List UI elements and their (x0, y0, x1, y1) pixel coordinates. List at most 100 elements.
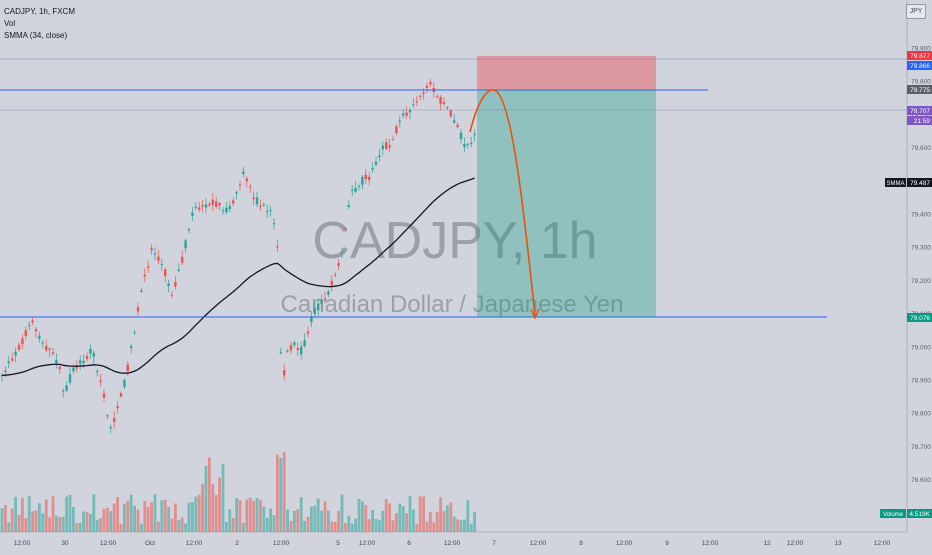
candle-body (136, 307, 140, 312)
projection-arrow[interactable] (469, 89, 536, 317)
price-tick: 79.900 (911, 46, 931, 53)
candle-body (296, 347, 299, 351)
svg-text:79.487: 79.487 (910, 180, 930, 187)
price-tick: 79.800 (911, 79, 931, 86)
candle-body (143, 274, 146, 277)
price-label-last: 79.707 (907, 106, 932, 115)
candle-body (334, 274, 337, 276)
candle-body (0, 375, 4, 377)
chart-legend: CADJPY, 1h, FXCM Vol SMMA (34, close) (4, 6, 75, 42)
smma-line[interactable] (1, 177, 475, 376)
volume-bar (333, 521, 337, 532)
volume-bar (422, 496, 425, 532)
volume-bar (323, 501, 327, 532)
candle-body (45, 345, 48, 351)
candle-body (150, 248, 153, 251)
candle-body (201, 205, 204, 207)
volume-bar (143, 501, 147, 532)
volume-bar (313, 505, 317, 532)
price-tick: 79.200 (911, 278, 931, 285)
volume-bar (327, 510, 330, 532)
volume-bar (0, 508, 4, 532)
volume-bar (405, 513, 408, 532)
candle-body (255, 197, 259, 205)
volume-bar (418, 496, 422, 532)
smma-indicator-label[interactable]: SMMA (34, close) (4, 31, 68, 40)
volume-bar (425, 521, 429, 532)
time-tick: 5 (336, 540, 340, 547)
price-tick: 78.900 (911, 378, 931, 385)
candle-body (225, 207, 228, 213)
candle-body (228, 205, 231, 210)
candle-body (130, 345, 133, 348)
svg-text:79.707: 79.707 (910, 108, 930, 115)
candle-body (116, 405, 119, 409)
volume-bar (99, 518, 102, 532)
candle-body (368, 176, 371, 181)
candle-body (38, 335, 41, 339)
volume-bar (119, 523, 123, 532)
volume-bar (446, 505, 449, 532)
candle-body (194, 206, 197, 208)
candle-body (242, 171, 245, 175)
volume-bar (65, 496, 68, 532)
volume-bar (248, 497, 252, 532)
candle-body (446, 107, 449, 109)
time-tick: 30 (61, 540, 69, 547)
candle-body (354, 187, 357, 192)
volume-bar (44, 499, 48, 532)
candle-body (425, 85, 429, 88)
candle-body (453, 120, 456, 123)
volume-bar (126, 500, 130, 532)
candle-body (405, 112, 408, 116)
volume-bar (68, 494, 72, 532)
volume-bar (7, 522, 11, 532)
candlestick-series[interactable] (0, 78, 476, 434)
candle-body (181, 256, 184, 263)
candle-body (279, 352, 282, 354)
volume-bar (255, 498, 259, 532)
volume-bar (34, 510, 38, 532)
candle-body (102, 393, 106, 398)
candle-body (160, 264, 163, 266)
volume-bar (187, 502, 191, 532)
time-tick: 12:00 (100, 540, 117, 547)
volume-indicator-label[interactable]: Vol (4, 19, 16, 28)
volume-bar (388, 503, 391, 532)
candle-body (11, 358, 14, 361)
volume-bar (208, 457, 211, 532)
candle-body (126, 364, 129, 371)
candle-body (320, 299, 323, 304)
volume-bar (282, 452, 286, 532)
volume-bar (276, 454, 279, 532)
symbol-title[interactable]: CADJPY, 1h, FXCM (4, 7, 75, 16)
volume-bar (82, 511, 85, 532)
candle-body (133, 332, 136, 334)
time-tick: Oct (145, 540, 155, 547)
candle-body (306, 331, 310, 334)
volume-bar (238, 500, 242, 532)
time-tick: 9 (665, 540, 669, 547)
volume-bar (354, 518, 357, 532)
currency-button[interactable]: JPY (906, 4, 926, 19)
volume-bar (337, 511, 340, 532)
volume-bar (14, 496, 17, 532)
volume-bar (157, 521, 160, 532)
candle-body (398, 120, 401, 122)
candle-body (106, 415, 109, 417)
candle-body (463, 144, 466, 148)
time-tick: 12:00 (14, 540, 31, 547)
stop-loss-zone[interactable] (477, 56, 656, 90)
candle-body (252, 197, 255, 200)
candle-body (391, 139, 395, 141)
volume-bar (252, 501, 255, 532)
candle-body (191, 212, 194, 216)
take-profit-zone[interactable] (477, 90, 656, 317)
time-axis[interactable]: 12:00 30 12:00 Oct 12:00 2 12:00 5 12:00 6 12:00 7 1… (14, 540, 891, 547)
volume-bar (350, 523, 354, 532)
volume-bar (89, 513, 92, 532)
candle-body (385, 142, 388, 149)
price-label-current: 79.775 (907, 85, 932, 94)
time-tick: 12:00 (702, 540, 719, 547)
